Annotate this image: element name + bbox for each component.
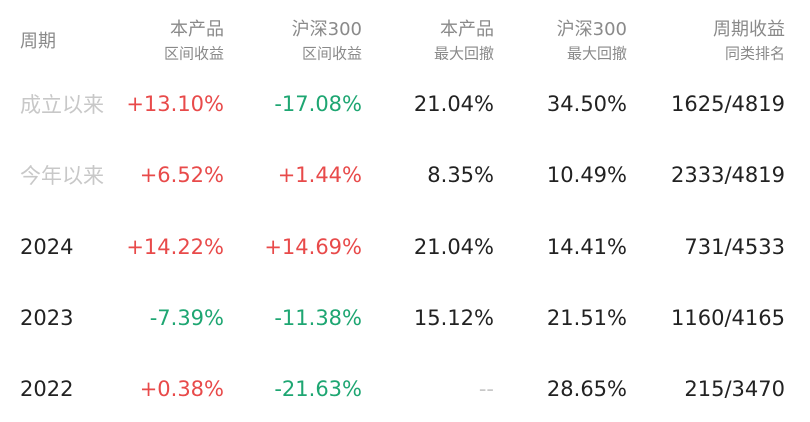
value-cell: -17.08% <box>274 92 362 116</box>
value-cell: -- <box>478 377 494 402</box>
period-label: 2023 <box>20 305 74 330</box>
value-cell: -21.63% <box>274 377 362 402</box>
header-label: 周期 <box>20 31 56 52</box>
period-label: 2024 <box>20 234 74 259</box>
value-cell: +14.22% <box>126 234 224 259</box>
value-cell: 215/3470 <box>684 377 785 402</box>
value-cell: 2333/4819 <box>671 163 785 188</box>
value-cell: +1.44% <box>277 163 362 188</box>
value-cell: 21.04% <box>413 234 494 259</box>
value-cell: 1625/4819 <box>671 92 785 116</box>
header-sublabel: 区间收益 <box>163 44 224 63</box>
header-sublabel: 最大回撤 <box>566 44 627 63</box>
header-sublabel: 同类排名 <box>724 44 785 63</box>
value-cell: +6.52% <box>139 163 224 188</box>
value-cell: 1160/4165 <box>671 305 785 330</box>
value-cell: -7.39% <box>149 305 224 330</box>
header-label: 本产品 <box>440 19 494 40</box>
header-label: 沪深300 <box>556 19 627 40</box>
value-cell: 15.12% <box>413 305 494 330</box>
period-label: 今年以来 <box>20 164 104 189</box>
header-label: 周期收益 <box>713 19 785 40</box>
period-label: 2022 <box>20 377 74 402</box>
value-cell: 21.04% <box>413 92 494 116</box>
value-cell: +13.10% <box>126 92 224 116</box>
header-sublabel: 最大回撤 <box>433 44 494 63</box>
value-cell: 731/4533 <box>684 234 785 259</box>
value-cell: 28.65% <box>546 377 627 402</box>
header-label: 沪深300 <box>291 19 362 40</box>
value-cell: 21.51% <box>546 305 627 330</box>
value-cell: -11.38% <box>274 305 362 330</box>
value-cell: 34.50% <box>546 92 627 116</box>
header-label: 本产品 <box>170 19 224 40</box>
value-cell: 8.35% <box>427 163 494 188</box>
period-label: 成立以来 <box>20 93 104 117</box>
value-cell: +14.69% <box>264 234 362 259</box>
header-sublabel: 区间收益 <box>301 44 362 63</box>
value-cell: 14.41% <box>546 234 627 259</box>
value-cell: 10.49% <box>546 163 627 188</box>
value-cell: +0.38% <box>139 377 224 402</box>
